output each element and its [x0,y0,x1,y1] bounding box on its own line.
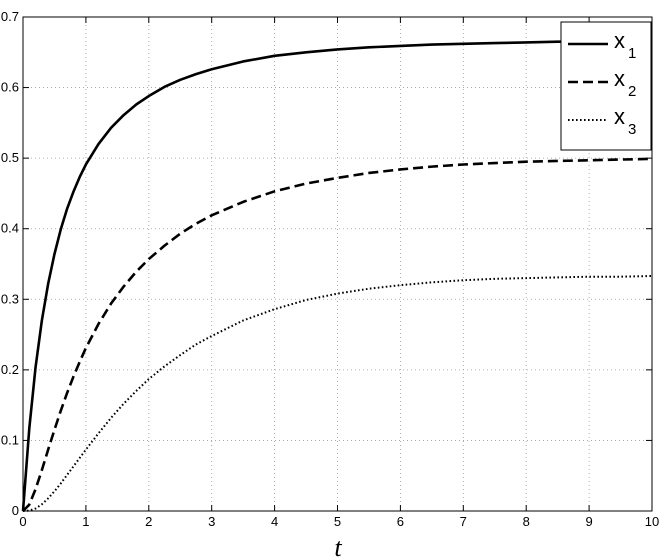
x-tick-label: 10 [645,514,659,529]
y-tick-label: 0.3 [1,291,19,306]
series-line-2 [22,157,653,512]
series-line-3 [22,275,653,512]
x-tick-label: 6 [397,514,404,529]
x-tick-label: 4 [271,514,278,529]
x-axis-label: t [334,533,342,560]
x-tick-label: 3 [208,514,215,529]
y-tick-label: 0.4 [1,221,19,236]
x-tick-label: 7 [460,514,467,529]
legend-label-2: x [614,66,625,91]
plot-frame [22,16,653,512]
series-line-1 [21,39,652,512]
x-tick-label: 5 [334,514,341,529]
legend-label-1: x [614,28,625,53]
y-tick-label: 0.2 [1,362,19,377]
y-tick-label: 0.6 [1,80,19,95]
y-tick-label: 0 [12,503,19,518]
x-tick-label: 9 [585,514,592,529]
legend-label-3: x [614,104,625,129]
x-tick-label: 0 [19,514,26,529]
x-tick-label: 2 [145,514,152,529]
series-lines [21,39,653,512]
y-tick-label: 0.5 [1,150,19,165]
x-tick-label: 8 [523,514,530,529]
y-tick-label: 0.1 [1,432,19,447]
x-tick-label: 1 [82,514,89,529]
y-tick-label: 0.7 [1,9,19,24]
tick-labels: 0 1 2 3 4 5 6 7 8 9 10 0 0.1 0.2 0.3 0.4 0.5 0.6 0.7 [1,9,659,529]
legend-subscript-2: 2 [628,83,636,100]
legend-box [560,21,652,151]
legend-subscript-3: 3 [628,121,636,138]
plot-background [23,17,652,511]
legend-subscript-1: 1 [628,45,636,62]
grid [23,17,652,511]
